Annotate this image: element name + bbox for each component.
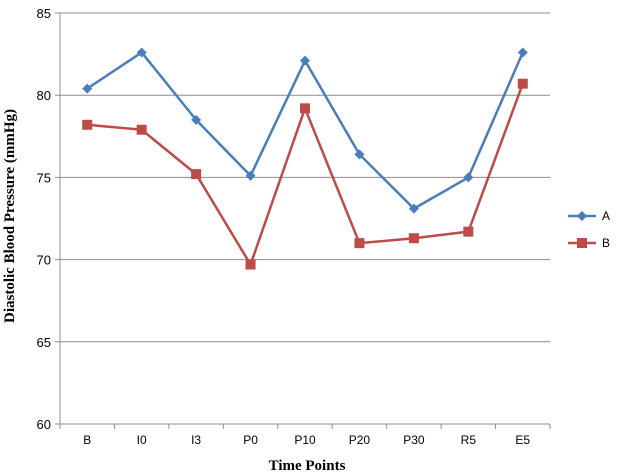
- series-lines: [82, 47, 528, 270]
- legend-label: B: [602, 236, 610, 250]
- data-point: [517, 47, 528, 58]
- data-point: [191, 114, 202, 125]
- x-tick-label: P0: [243, 433, 258, 447]
- series-A: [82, 47, 528, 214]
- data-point: [408, 203, 419, 214]
- data-point: [136, 47, 147, 58]
- data-point: [82, 83, 93, 94]
- x-axis-title: Time Points: [269, 458, 346, 474]
- series-line: [86, 51, 524, 210]
- x-tick-labels: B I0 I3 P0 P10 P20 P30 R5 E5: [83, 433, 530, 447]
- data-point: [354, 238, 365, 249]
- data-point: [82, 119, 93, 130]
- data-point: [245, 259, 256, 270]
- y-tick-label: 70: [37, 253, 51, 268]
- axes: [55, 12, 551, 429]
- x-tick-label: P10: [294, 433, 316, 447]
- data-point: [517, 78, 528, 89]
- data-point: [463, 226, 474, 237]
- legend: AB: [568, 209, 610, 250]
- y-tick-label: 80: [37, 88, 51, 103]
- y-tick-label: 75: [37, 170, 51, 185]
- legend-item: A: [568, 209, 610, 223]
- x-tick-label: P20: [349, 433, 371, 447]
- y-tick-label: 65: [37, 335, 51, 350]
- data-point: [408, 233, 419, 244]
- x-tick-label: R5: [461, 433, 477, 447]
- legend-marker: [577, 211, 587, 221]
- y-axis-title: Diastolic Blood Pressure (mmHg): [2, 109, 18, 323]
- y-tick-labels: 60 65 70 75 80 85: [37, 6, 51, 432]
- x-tick-label: I0: [137, 433, 147, 447]
- x-tick-label: P30: [403, 433, 425, 447]
- data-point: [463, 172, 474, 183]
- x-tick-label: E5: [515, 433, 530, 447]
- data-point: [300, 55, 310, 66]
- x-tick-label: I3: [191, 433, 201, 447]
- y-tick-label: 60: [37, 417, 51, 432]
- data-point: [354, 149, 365, 160]
- legend-label: A: [602, 209, 610, 223]
- data-point: [136, 124, 147, 135]
- data-point: [300, 103, 310, 114]
- series-B: [82, 78, 528, 270]
- x-tick-label: B: [83, 433, 91, 447]
- gridlines: [60, 12, 550, 343]
- data-point: [245, 170, 256, 181]
- legend-marker: [577, 238, 587, 248]
- data-point: [191, 169, 202, 180]
- y-tick-label: 85: [37, 6, 51, 21]
- legend-item: B: [568, 236, 610, 250]
